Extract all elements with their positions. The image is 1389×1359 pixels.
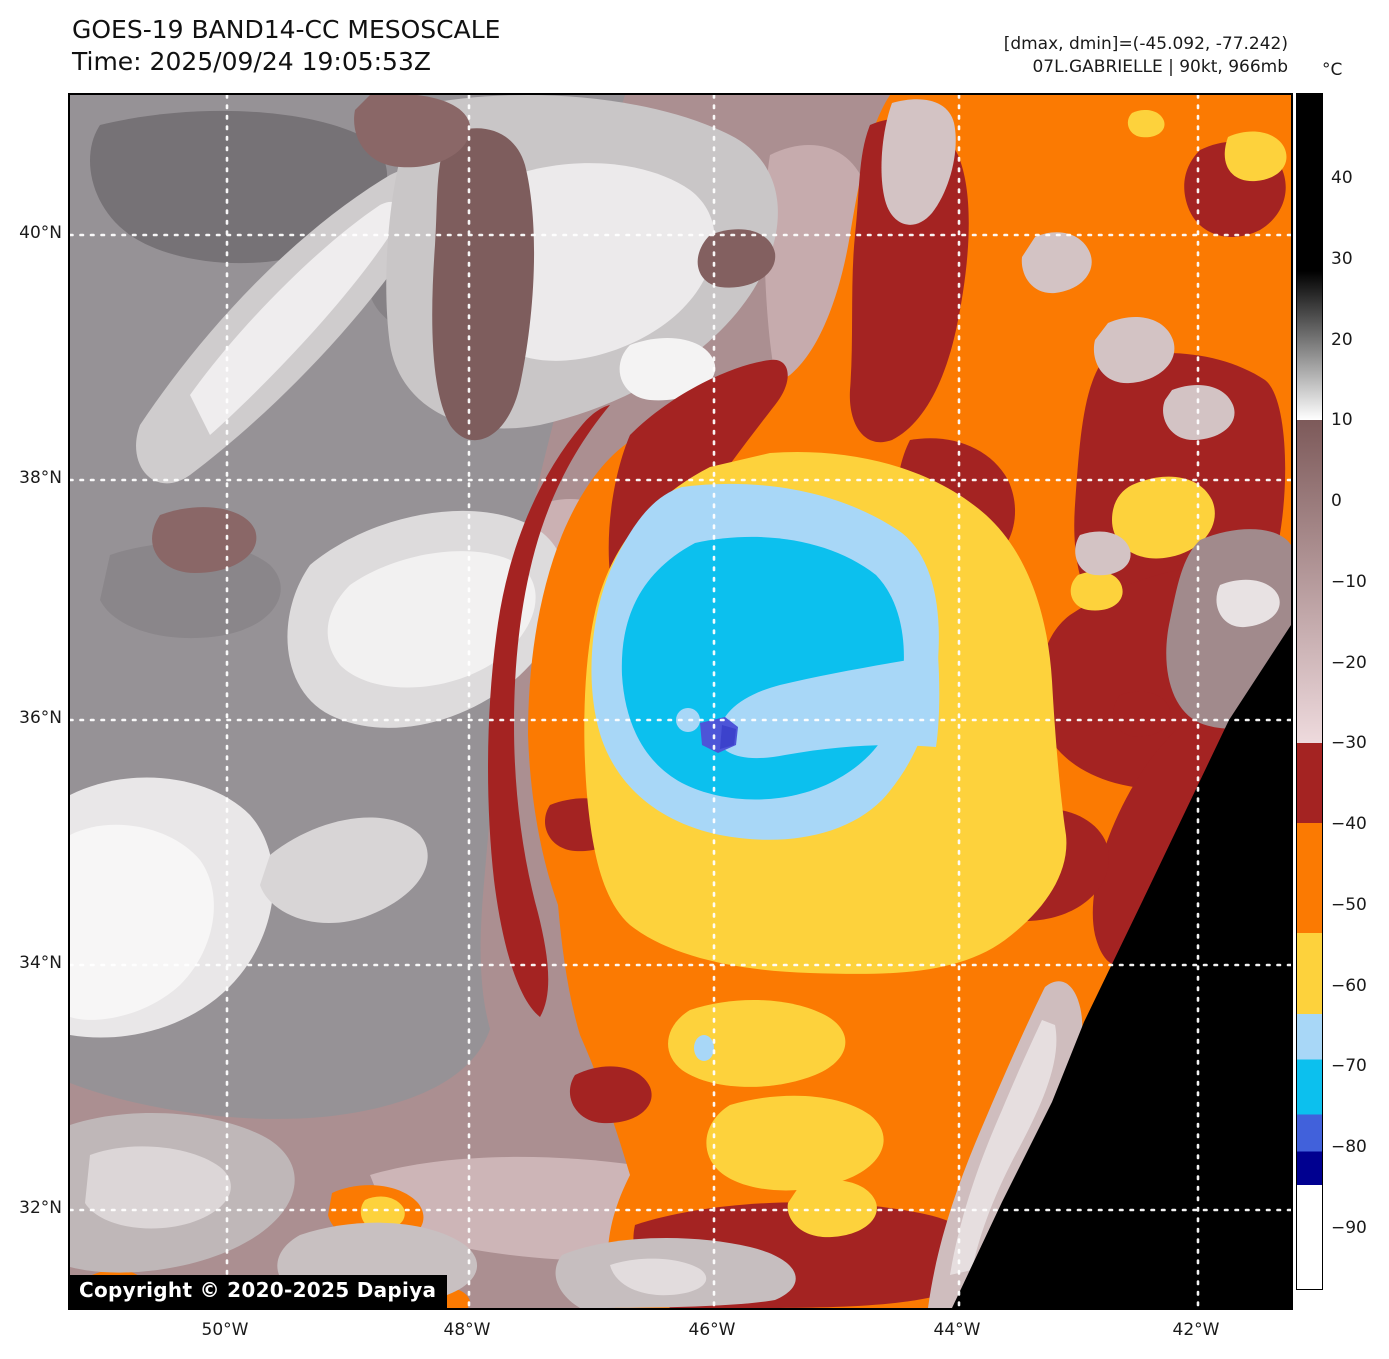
annotation-block: [dmax, dmin]=(-45.092, -77.242) 07L.GABR… [1004, 33, 1288, 79]
lat-label: 36°N [19, 708, 62, 728]
colorbar-tick: −80 [1331, 1137, 1367, 1158]
core-warm-channel [718, 655, 940, 759]
colorbar-tick: 10 [1331, 410, 1353, 431]
satellite-image [70, 95, 1291, 1308]
detached-cold-cell [694, 1035, 714, 1061]
colorbar-tick: −50 [1331, 894, 1367, 915]
colorbar-tick: −20 [1331, 652, 1367, 673]
timestamp: Time: 2025/09/24 19:05:53Z [72, 47, 431, 76]
colorbar-tick: 0 [1331, 491, 1342, 512]
colorbar-tick: 20 [1331, 329, 1353, 350]
yellow-patches [668, 109, 1287, 1238]
hurricane-cold-core [591, 483, 940, 840]
lon-label: 50°W [201, 1320, 249, 1340]
lon-label: 46°W [688, 1320, 736, 1340]
colorbar-tick: −10 [1331, 571, 1367, 592]
no-data-wedge [952, 625, 1291, 1308]
colorbar-tick: −70 [1331, 1056, 1367, 1077]
dmax-dmin-readout: [dmax, dmin]=(-45.092, -77.242) [1003, 34, 1288, 54]
lat-label: 32°N [19, 1198, 62, 1218]
colorbar-tick: −30 [1331, 733, 1367, 754]
title-block: GOES-19 BAND14-CC MESOSCALE Time: 2025/0… [72, 14, 500, 78]
lon-label: 48°W [443, 1320, 491, 1340]
colorbar-tick-labels: 40 30 20 10 0 −10 −20 −30 −40 −50 −60 −70 −80 −90 [1331, 93, 1387, 1290]
dark-mauve-patches [152, 95, 776, 573]
satellite-map [68, 93, 1293, 1310]
gridlines [70, 95, 1291, 1308]
colorbar-tick: −90 [1331, 1217, 1367, 1238]
copyright-badge: Copyright © 2020-2025 Dapiya [70, 1275, 448, 1308]
page-title: GOES-19 BAND14-CC MESOSCALE [72, 15, 501, 44]
temperature-colorbar [1296, 93, 1323, 1290]
colorbar-tick: −60 [1331, 975, 1367, 996]
lon-label: 42°W [1172, 1320, 1220, 1340]
colorbar-tick: 40 [1331, 168, 1353, 188]
lon-label: 44°W [933, 1320, 981, 1340]
lat-label: 40°N [19, 223, 62, 243]
lat-label: 34°N [19, 953, 62, 973]
colorbar-tick: 30 [1331, 248, 1353, 269]
colorbar-tick: −40 [1331, 814, 1367, 835]
lat-label: 38°N [19, 468, 62, 488]
storm-info: 07L.GABRIELLE | 90kt, 966mb [1032, 57, 1288, 77]
colorbar-unit-label: °C [1322, 60, 1343, 80]
